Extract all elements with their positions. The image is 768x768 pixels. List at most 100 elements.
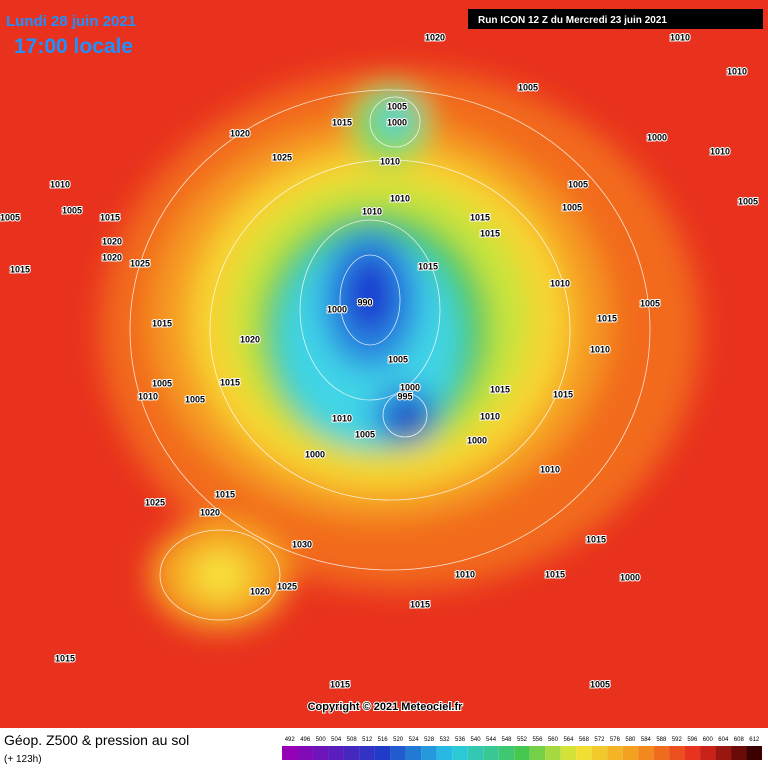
colorbar: 492 496 500 504 508 512 516 520 524 528 532 536 540 5…	[282, 737, 762, 760]
pressure-label: 1010	[50, 179, 70, 189]
colorbar-swatch	[576, 746, 592, 760]
colorbar-tick-label: 576	[610, 737, 621, 743]
pressure-label: 1000	[620, 572, 640, 582]
pressure-label: 1005	[568, 179, 588, 189]
pressure-label: 1010	[390, 193, 410, 203]
pressure-label: 1005	[640, 298, 660, 308]
pressure-label: 1020	[200, 507, 220, 517]
pressure-label: 1015	[215, 489, 235, 499]
pressure-label: 1020	[102, 252, 122, 262]
colorbar-swatch	[700, 746, 716, 760]
colorbar-swatch	[452, 746, 468, 760]
pressure-label: 1005	[590, 679, 610, 689]
colorbar-swatch	[638, 746, 654, 760]
colorbar-swatch	[545, 746, 561, 760]
pressure-label: 1025	[145, 497, 165, 507]
colorbar-tick-label: 500	[316, 737, 327, 743]
colorbar-swatch	[746, 746, 762, 760]
colorbar-tick-label: 604	[718, 737, 729, 743]
colorbar-swatch	[359, 746, 375, 760]
pressure-label: 1005	[152, 378, 172, 388]
date: Lundi 28 juin 2021	[6, 13, 136, 30]
colorbar-swatch	[653, 746, 670, 760]
colorbar-tick-label: 540	[471, 737, 482, 743]
colorbar-tick-label: 520	[393, 737, 404, 743]
colorbar-tick-label: 572	[594, 737, 605, 743]
pressure-label: 1015	[418, 261, 438, 271]
colorbar-tick-label: 584	[641, 737, 652, 743]
legend-subtitle: (+ 123h)	[4, 754, 42, 765]
colorbar-tick-label: 496	[300, 737, 311, 743]
colorbar-tick-label: 600	[703, 737, 714, 743]
pressure-label: 1015	[332, 117, 352, 127]
colorbar-tick-label: 580	[625, 737, 636, 743]
pressure-label: 1000	[647, 132, 667, 142]
colorbar-tick-label: 516	[378, 737, 389, 743]
time: 17:00 locale	[14, 35, 133, 58]
pressure-label: 1005	[518, 82, 538, 92]
colorbar-tick-label: 596	[687, 737, 698, 743]
pressure-label: 1010	[710, 146, 730, 156]
pressure-label: 1010	[727, 66, 747, 76]
pressure-label: 1010	[670, 32, 690, 42]
colorbar-tick-label: 528	[424, 737, 435, 743]
pressure-label: 1015	[330, 679, 350, 689]
colorbar-swatch	[390, 746, 406, 760]
colorbar-tick-label: 568	[579, 737, 590, 743]
colorbar-swatch	[731, 746, 747, 760]
colorbar-tick-label: 524	[409, 737, 420, 743]
pressure-label: 1010	[540, 464, 560, 474]
pressure-label: 1000	[400, 382, 420, 392]
pressure-label: 1015	[100, 212, 120, 222]
pressure-label: 1030	[292, 539, 312, 549]
colorbar-swatch	[421, 746, 437, 760]
pressure-label: 1005	[355, 429, 375, 439]
colorbar-tick-label: 532	[440, 737, 451, 743]
colorbar-swatch	[514, 746, 530, 760]
pressure-label: 1025	[277, 581, 297, 591]
colorbar-tick-label: 560	[548, 737, 559, 743]
colorbar-tick-label: 552	[517, 737, 528, 743]
run-box	[468, 9, 763, 29]
pressure-label: 1015	[597, 313, 617, 323]
run-info: Run ICON 12 Z du Mercredi 23 juin 2021	[478, 15, 667, 26]
pressure-label: 1025	[130, 258, 150, 268]
colorbar-swatch	[467, 746, 484, 760]
pressure-label: 1020	[250, 586, 270, 596]
pressure-label: 1010	[480, 411, 500, 421]
colorbar-swatch	[684, 746, 701, 760]
pressure-label: 1015	[220, 377, 240, 387]
copyright: Copyright © 2021 Meteociel.fr	[308, 701, 464, 713]
pressure-label: 1000	[327, 304, 347, 314]
pressure-label: 1010	[332, 413, 352, 423]
colorbar-swatch	[312, 746, 329, 760]
pressure-label: 1000	[387, 117, 407, 127]
colorbar-tick-label: 544	[486, 737, 497, 743]
colorbar-tick-label: 508	[347, 737, 358, 743]
pressure-label: 1010	[362, 206, 382, 216]
pressure-label: 1005	[388, 354, 408, 364]
pressure-label: 1015	[10, 264, 30, 274]
geopotential-field	[100, 70, 700, 630]
pressure-label: 1025	[272, 152, 292, 162]
pressure-label: 1015	[490, 384, 510, 394]
colorbar-swatch	[560, 746, 577, 760]
pressure-label: 1015	[410, 599, 430, 609]
colorbar-swatch	[669, 746, 685, 760]
pressure-label: 995	[397, 391, 412, 401]
colorbar-swatch	[343, 746, 360, 760]
pressure-label: 1015	[553, 389, 573, 399]
pressure-label: 1010	[380, 156, 400, 166]
pressure-label: 1010	[550, 278, 570, 288]
pressure-label: 1005	[185, 394, 205, 404]
pressure-label: 1010	[138, 391, 158, 401]
pressure-label: 1020	[230, 128, 250, 138]
colorbar-tick-label: 548	[502, 737, 513, 743]
pressure-label: 1015	[55, 653, 75, 663]
colorbar-swatch	[483, 746, 499, 760]
colorbar-tick-label: 556	[532, 737, 543, 743]
pressure-label: 1005	[738, 196, 758, 206]
colorbar-swatch	[529, 746, 546, 760]
